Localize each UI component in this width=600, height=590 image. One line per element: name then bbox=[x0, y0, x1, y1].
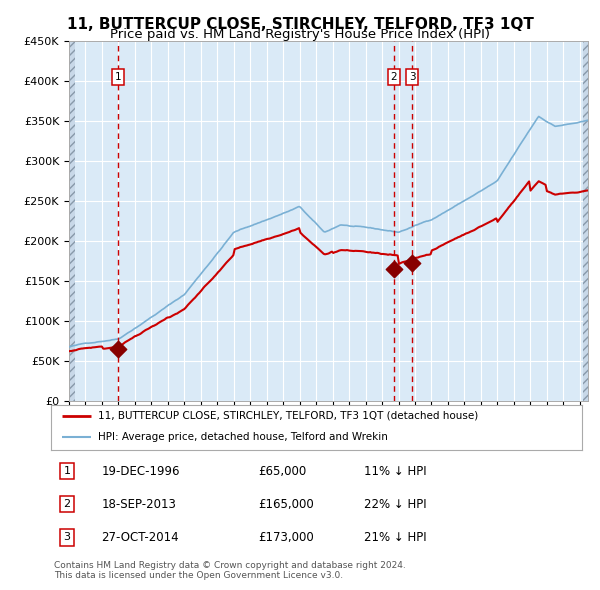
Text: 2: 2 bbox=[391, 73, 397, 82]
Text: 18-SEP-2013: 18-SEP-2013 bbox=[101, 497, 176, 511]
Text: 27-OCT-2014: 27-OCT-2014 bbox=[101, 530, 179, 544]
Text: 3: 3 bbox=[64, 532, 70, 542]
Text: Price paid vs. HM Land Registry's House Price Index (HPI): Price paid vs. HM Land Registry's House … bbox=[110, 28, 490, 41]
Text: £65,000: £65,000 bbox=[258, 464, 307, 478]
Text: 11% ↓ HPI: 11% ↓ HPI bbox=[364, 464, 427, 478]
Text: 19-DEC-1996: 19-DEC-1996 bbox=[101, 464, 180, 478]
Text: 3: 3 bbox=[409, 73, 416, 82]
Text: 2: 2 bbox=[64, 499, 70, 509]
Point bbox=[113, 345, 123, 354]
Text: 1: 1 bbox=[64, 466, 70, 476]
Point bbox=[389, 264, 399, 274]
Bar bbox=[583, 41, 589, 401]
Text: 21% ↓ HPI: 21% ↓ HPI bbox=[364, 530, 427, 544]
Bar bbox=[69, 41, 75, 401]
Text: 11, BUTTERCUP CLOSE, STIRCHLEY, TELFORD, TF3 1QT (detached house): 11, BUTTERCUP CLOSE, STIRCHLEY, TELFORD,… bbox=[98, 411, 478, 421]
Point bbox=[407, 258, 417, 267]
Text: £173,000: £173,000 bbox=[258, 530, 314, 544]
Text: 22% ↓ HPI: 22% ↓ HPI bbox=[364, 497, 427, 511]
Text: 1: 1 bbox=[115, 73, 121, 82]
Text: Contains HM Land Registry data © Crown copyright and database right 2024.
This d: Contains HM Land Registry data © Crown c… bbox=[54, 560, 406, 580]
Text: HPI: Average price, detached house, Telford and Wrekin: HPI: Average price, detached house, Telf… bbox=[98, 431, 388, 441]
Text: 11, BUTTERCUP CLOSE, STIRCHLEY, TELFORD, TF3 1QT: 11, BUTTERCUP CLOSE, STIRCHLEY, TELFORD,… bbox=[67, 17, 533, 31]
Text: £165,000: £165,000 bbox=[258, 497, 314, 511]
